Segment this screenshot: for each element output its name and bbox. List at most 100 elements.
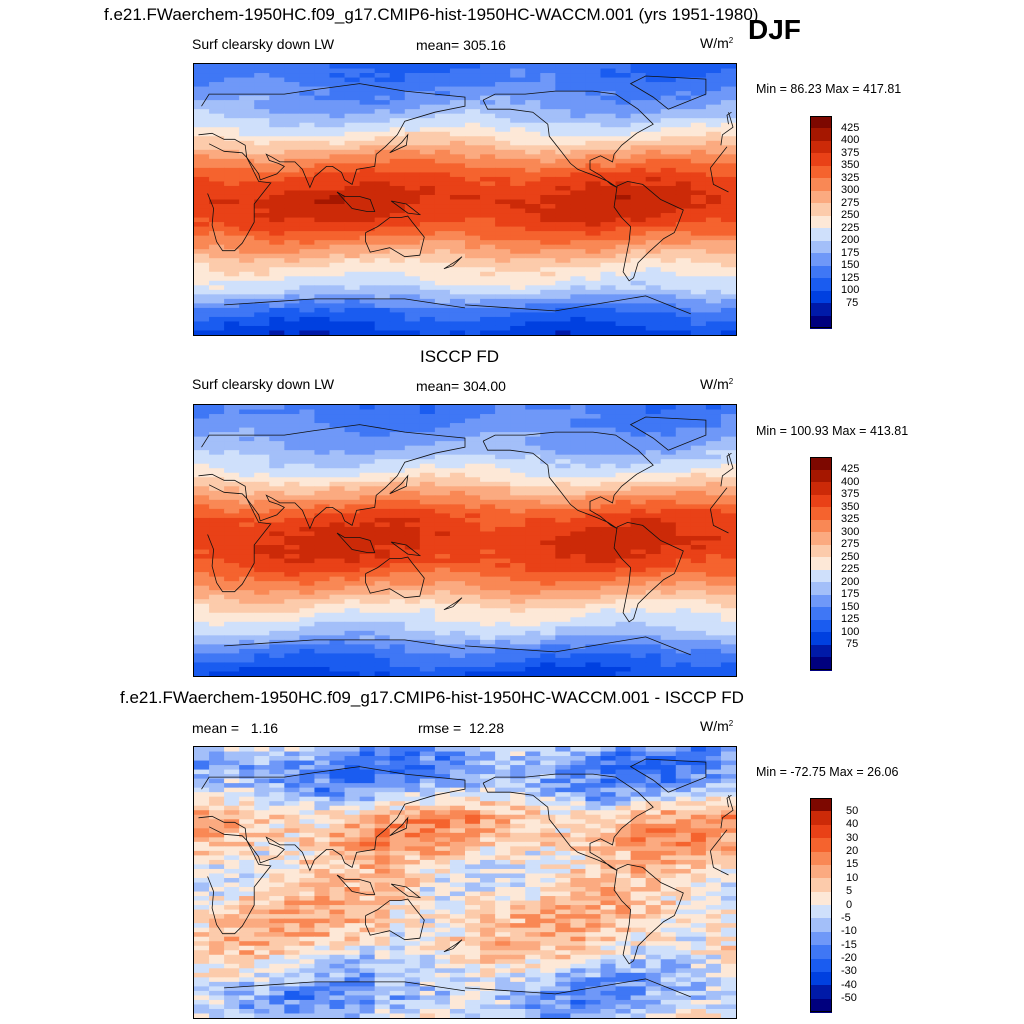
field-cell [555,644,571,650]
field-cell [224,204,240,210]
field-cell [254,190,270,196]
field-cell [299,554,316,560]
field-cell [329,163,346,169]
field-cell [480,68,496,74]
field-cell [585,805,602,811]
field-cell [269,140,285,146]
field-cell [299,276,316,282]
field-cell [495,765,511,771]
field-cell [284,68,300,74]
field-cell [209,540,225,546]
field-cell [434,86,451,92]
field-cell [525,810,541,816]
field-cell [419,213,436,219]
field-cell [299,751,316,757]
field-cell [314,172,331,178]
field-cell [329,504,346,510]
field-cell [404,769,421,775]
field-cell [209,136,225,142]
field-cell [495,644,511,650]
colorbar-swatch [810,315,832,329]
field-cell [705,621,722,627]
field-cell [690,127,707,133]
field-cell [510,805,526,811]
field-cell [419,639,436,645]
field-cell [630,563,647,569]
field-cell [465,459,481,465]
field-cell [239,100,255,106]
field-cell [540,603,556,609]
field-cell [299,590,316,596]
field-cell [269,499,285,505]
field-cell [449,648,466,655]
field-cell [600,783,617,789]
field-cell [705,113,722,119]
field-cell [284,508,300,514]
field-cell [615,95,632,101]
field-cell [465,526,481,533]
field-cell [585,554,602,560]
field-cell [329,671,346,676]
field-cell [645,554,662,560]
field-cell [374,783,391,789]
field-cell [224,154,240,160]
field-cell [465,312,481,318]
field-cell [720,545,736,551]
field-cell [645,590,662,596]
field-cell [555,792,571,798]
field-cell [495,590,511,596]
field-cell [720,450,736,456]
field-cell [465,563,481,569]
field-cell [615,599,632,605]
field-cell [224,136,240,142]
field-cell [284,783,300,789]
field-cell [224,176,240,183]
field-cell [419,140,436,146]
field-cell [510,249,526,255]
panel2-mean: mean= 304.00 [416,378,506,394]
field-cell [224,185,240,192]
field-cell [329,145,346,151]
field-cell [284,522,300,528]
field-cell [660,73,677,79]
field-cell [690,235,707,241]
field-cell [359,526,376,533]
field-cell [329,312,346,318]
field-cell [630,653,647,659]
field-cell [329,271,346,277]
field-cell [239,612,255,618]
field-cell [329,68,346,74]
field-cell [284,639,300,645]
field-cell [555,572,571,578]
field-cell [389,531,406,537]
field-cell [645,751,662,757]
field-cell [404,463,421,469]
field-cell [449,531,466,537]
field-cell [570,513,587,519]
field-cell [690,805,707,811]
field-cell [690,172,707,178]
field-cell [359,217,376,223]
field-cell [525,118,541,124]
field-cell [194,194,210,201]
field-cell [359,756,376,762]
field-cell [570,585,587,591]
field-cell [419,262,436,268]
field-cell [630,572,647,578]
field-cell [585,535,602,542]
field-cell [495,549,511,555]
field-cell [525,258,541,264]
field-cell [720,468,736,474]
field-cell [645,445,662,451]
field-cell [374,765,391,771]
field-cell [540,517,556,524]
field-cell [329,158,346,164]
field-cell [239,158,255,164]
field-cell [690,477,707,483]
field-cell [540,249,556,255]
field-cell [224,226,240,232]
field-cell [600,751,617,757]
field-cell [465,486,481,492]
field-cell [284,289,300,295]
field-cell [209,276,225,282]
